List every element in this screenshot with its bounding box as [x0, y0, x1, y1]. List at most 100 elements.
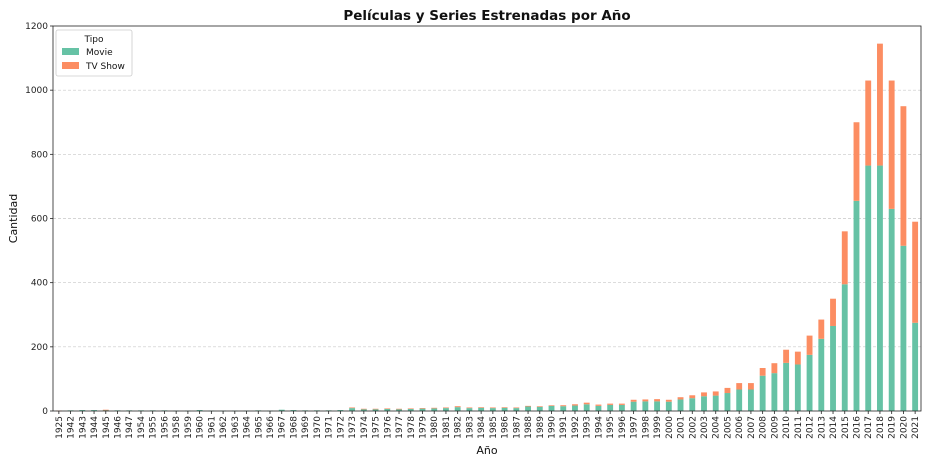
bar-movie-1994	[595, 405, 602, 411]
bar-movie-2015	[841, 284, 848, 411]
x-tick-label: 1997	[630, 416, 640, 439]
y-tick-label: 200	[31, 343, 48, 353]
bar-tv-show-1978	[407, 408, 414, 410]
x-tick-label: 1984	[477, 416, 487, 439]
x-tick-label: 1994	[594, 416, 604, 439]
bar-tv-show-2004	[712, 391, 719, 396]
x-tick-label: 1993	[583, 416, 593, 439]
y-tick-label: 1000	[25, 86, 48, 96]
bar-movie-1981	[443, 408, 449, 411]
bar-movie-2001	[677, 399, 684, 411]
bar-movie-1968	[290, 410, 297, 411]
bar-tv-show-2006	[736, 383, 743, 390]
bar-movie-2003	[701, 396, 707, 411]
bar-tv-show-2015	[841, 231, 848, 285]
x-tick-label: 1946	[114, 416, 124, 439]
x-tick-label: 1961	[207, 416, 217, 439]
x-tick-label: 1925	[55, 416, 65, 439]
x-tick-label: 2007	[747, 416, 757, 439]
x-tick-label: 2013	[817, 416, 827, 439]
x-tick-label: 2011	[794, 416, 804, 439]
legend-swatch-movie	[62, 48, 79, 55]
x-tick-label: 1959	[184, 416, 194, 439]
bar-tv-show-2020	[900, 106, 907, 246]
bar-tv-show-1991	[560, 405, 567, 407]
x-tick-label: 1955	[149, 416, 159, 439]
bar-movie-1996	[618, 404, 625, 411]
x-tick-label: 1996	[618, 416, 628, 439]
x-tick-label: 1960	[196, 416, 206, 439]
x-tick-label: 1986	[501, 416, 511, 439]
bar-movie-2000	[665, 401, 672, 411]
bar-movie-1978	[407, 408, 414, 411]
x-axis: 1925 1942 1943 1944 1945 1946 1947 1954 1955 1956…	[55, 411, 921, 439]
bar-movie-1993	[583, 404, 590, 411]
x-tick-label: 1976	[383, 416, 393, 439]
y-tick-label: 600	[31, 215, 48, 225]
x-tick-label: 1944	[90, 416, 100, 439]
y-axis-title: Cantidad	[7, 194, 20, 243]
bar-tv-show-2009	[771, 363, 778, 374]
x-tick-label: 1995	[606, 416, 616, 439]
bar-movie-2020	[900, 245, 907, 411]
x-tick-label: 1999	[653, 416, 663, 439]
bar-movie-1973	[349, 408, 356, 411]
bar-tv-show-2000	[665, 399, 672, 402]
x-tick-label: 1970	[313, 416, 323, 439]
bar-movie-1982	[454, 407, 461, 411]
x-tick-label: 1980	[430, 416, 440, 439]
x-tick-label: 1998	[641, 416, 651, 439]
bar-movie-2005	[724, 393, 731, 411]
bar-movie-1980	[431, 408, 438, 411]
y-tick-label: 400	[31, 279, 48, 289]
x-tick-label: 1958	[172, 416, 182, 439]
bar-tv-show-1979	[419, 408, 426, 409]
bar-tv-show-2002	[689, 395, 696, 399]
bar-movie-2006	[736, 389, 743, 411]
chart-title: Películas y Series Estrenadas por Año	[343, 8, 630, 24]
bar-tv-show-1998	[642, 399, 649, 402]
legend-label-movie: Movie	[86, 48, 113, 58]
x-tick-label: 1943	[78, 416, 88, 439]
x-tick-label: 2006	[735, 416, 745, 439]
x-tick-label: 2017	[864, 416, 874, 439]
x-tick-label: 1978	[407, 416, 417, 439]
x-tick-label: 2001	[677, 416, 687, 439]
bar-tv-show-1984	[478, 407, 485, 408]
x-tick-label: 1985	[489, 416, 499, 439]
x-tick-label: 1979	[418, 416, 428, 439]
bar-movie-2014	[830, 325, 836, 411]
bar-movie-2021	[912, 322, 919, 411]
bar-movie-1991	[560, 406, 567, 411]
bar-movie-2007	[747, 389, 754, 411]
bar-tv-show-1974	[360, 408, 367, 410]
bar-movie-1984	[478, 407, 485, 411]
bar-tv-show-2003	[701, 392, 707, 397]
bar-tv-show-2014	[830, 298, 836, 326]
x-tick-label: 1972	[336, 416, 346, 439]
bar-tv-show-1986	[501, 407, 508, 408]
x-tick-label: 1983	[465, 416, 475, 439]
bar-tv-show-1997	[630, 399, 637, 402]
bar-movie-1977	[396, 409, 402, 411]
bar-movie-1976	[384, 408, 391, 411]
bar-tv-show-1976	[384, 408, 391, 410]
bar-movie-1992	[572, 405, 578, 411]
bar-tv-show-2008	[759, 368, 766, 376]
bar-movie-1997	[630, 401, 637, 411]
bar-movie-2008	[759, 375, 766, 411]
bar-movie-1943	[79, 410, 86, 411]
x-tick-label: 1942	[67, 416, 77, 439]
legend: Tipo Movie TV Show	[55, 29, 133, 77]
x-tick-label: 1954	[137, 416, 147, 439]
bar-tv-show-1994	[595, 404, 602, 406]
x-tick-label: 2018	[876, 416, 886, 439]
bar-movie-1972	[337, 410, 344, 411]
bar-tv-show-2016	[853, 122, 860, 201]
x-tick-label: 1965	[254, 416, 264, 439]
bar-tv-show-1996	[618, 403, 625, 405]
x-tick-label: 2005	[723, 416, 733, 439]
bar-movie-1975	[372, 409, 379, 411]
bar-movie-1983	[466, 408, 473, 411]
